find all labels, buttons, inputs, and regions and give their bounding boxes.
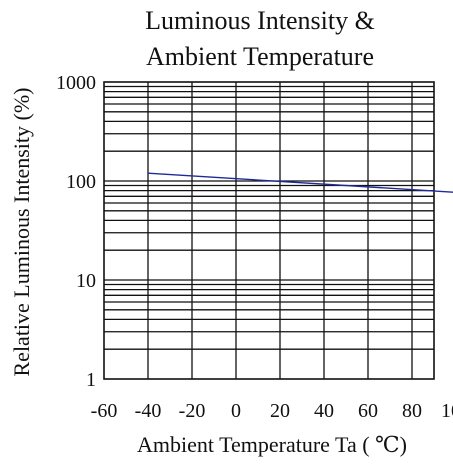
y-tick-label: 1000	[56, 72, 96, 94]
x-tick-label: -40	[135, 400, 162, 422]
chart-title-line-2: Ambient Temperature	[146, 42, 374, 71]
y-axis-label: Relative Luminous Intensity (%)	[9, 88, 34, 377]
x-tick-label: 60	[358, 400, 378, 422]
x-tick-label: 0	[231, 400, 241, 422]
x-tick-label: -20	[179, 400, 206, 422]
y-tick-label: 100	[66, 171, 96, 193]
chart-title: Luminous Intensity & Ambient Temperature	[145, 6, 375, 71]
y-tick-label: 10	[76, 270, 96, 292]
x-tick-label: 20	[270, 400, 290, 422]
series-layer	[147, 172, 453, 193]
x-axis-label: Ambient Temperature Ta ( ℃)	[137, 432, 407, 457]
y-tick-label: 1	[86, 369, 96, 391]
x-tick-label: 40	[314, 400, 334, 422]
x-tick-labels: -60 -40 -20 0 20 40 60 80 100	[91, 400, 453, 422]
x-tick-label: 100	[441, 400, 453, 422]
chart-title-line-1: Luminous Intensity &	[145, 6, 375, 35]
series-line	[147, 172, 453, 193]
y-tick-labels: 1 10 100 1000	[56, 72, 96, 391]
x-tick-label: -60	[91, 400, 118, 422]
plot-frame	[103, 81, 435, 380]
x-tick-label: 80	[402, 400, 422, 422]
grid	[104, 82, 434, 379]
